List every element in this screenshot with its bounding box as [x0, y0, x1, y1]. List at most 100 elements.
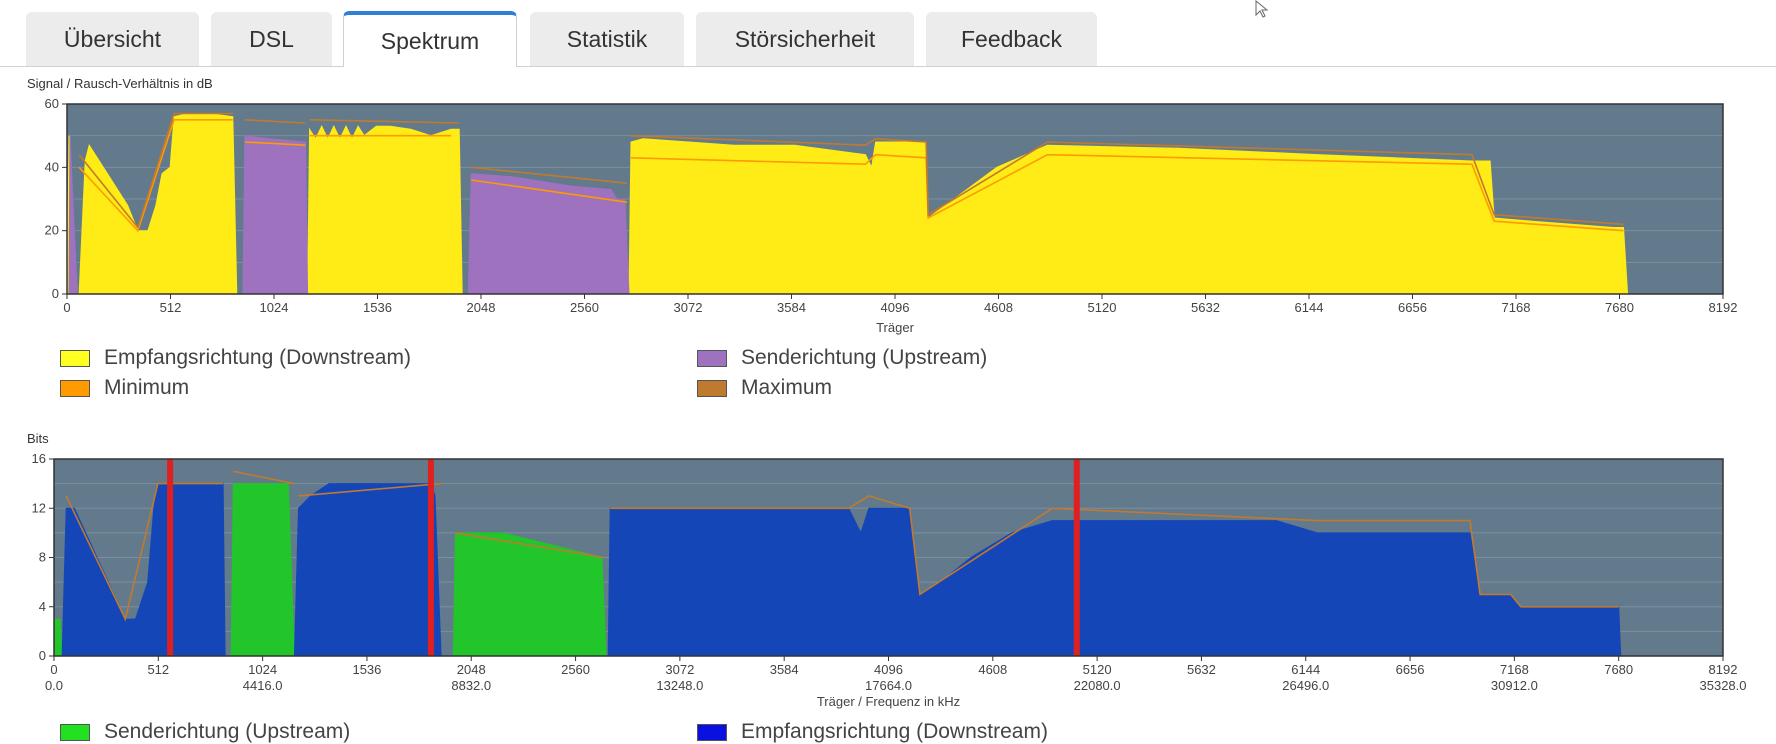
tab-stoersicherheit[interactable]: Störsicherheit: [696, 12, 914, 66]
series-area: [307, 125, 463, 295]
x-tick-label: 8192: [1709, 300, 1738, 315]
x-freq-label: 35328.0: [1700, 678, 1747, 693]
mouse-cursor-icon: [1255, 0, 1269, 18]
series-line: [309, 119, 460, 124]
x-tick-label: 0: [50, 662, 57, 677]
series-line: [78, 112, 233, 230]
x-tick-label: 512: [160, 300, 182, 315]
legend-label: Maximum: [741, 376, 833, 399]
y-tick-label: 0: [52, 286, 59, 301]
marker-line: [427, 459, 434, 656]
series-line: [455, 532, 605, 559]
tab-dsl[interactable]: DSL: [211, 12, 332, 66]
x-tick-label: 5632: [1187, 662, 1216, 677]
bits-chart-title: Bits: [27, 431, 49, 446]
legend-label: Minimum: [104, 376, 190, 399]
marker-line: [1073, 459, 1080, 656]
x-tick-label: 6656: [1396, 662, 1425, 677]
tab-feedback[interactable]: Feedback: [926, 12, 1097, 66]
x-tick-label: 5120: [1083, 662, 1112, 677]
x-tick-label: 7168: [1502, 300, 1531, 315]
legend-swatch-upstream: [60, 723, 90, 741]
x-tick-label: 6144: [1291, 662, 1320, 677]
x-freq-label: 30912.0: [1491, 678, 1538, 693]
x-tick-label: 2048: [457, 662, 486, 677]
x-freq-label: 22080.0: [1074, 678, 1121, 693]
x-axis-label: Träger: [876, 320, 914, 335]
x-tick-label: 2560: [570, 300, 599, 315]
series-line: [610, 495, 1619, 608]
x-tick-label: 1536: [363, 300, 392, 315]
x-tick-label: 5120: [1088, 300, 1117, 315]
x-freq-label: 4416.0: [243, 678, 283, 693]
x-tick-label: 3584: [770, 662, 799, 677]
series-line: [78, 119, 233, 233]
legend-bits-downstream[interactable]: Empfangsrichtung (Downstream): [697, 720, 1048, 744]
series-line: [471, 179, 628, 203]
tab-uebersicht[interactable]: Übersicht: [26, 12, 199, 66]
legend-label: Empfangsrichtung (Downstream): [741, 720, 1048, 743]
x-tick-label: 4096: [881, 300, 910, 315]
x-tick-label: 7680: [1604, 662, 1633, 677]
x-tick-label: 6656: [1398, 300, 1427, 315]
series-line: [244, 119, 306, 124]
x-tick-label: 3584: [777, 300, 806, 315]
x-tick-label: 1536: [352, 662, 381, 677]
legend-swatch-downstream: [60, 349, 90, 367]
marker-line: [167, 459, 174, 656]
x-tick-label: 1024: [260, 300, 289, 315]
legend-bits-upstream[interactable]: Senderichtung (Upstream): [60, 720, 350, 744]
legend-swatch-minimum: [60, 379, 90, 397]
y-tick-label: 8: [39, 550, 46, 565]
series-line: [244, 141, 306, 146]
series-area: [628, 138, 1629, 295]
x-freq-label: 17664.0: [865, 678, 912, 693]
legend-snr-minimum[interactable]: Minimum: [60, 376, 189, 400]
y-tick-label: 12: [32, 500, 46, 515]
x-tick-label: 512: [147, 662, 169, 677]
y-tick-label: 60: [45, 96, 59, 111]
x-tick-label: 7680: [1605, 300, 1634, 315]
x-tick-label: 2560: [561, 662, 590, 677]
tab-statistik[interactable]: Statistik: [530, 12, 684, 66]
legend-snr-upstream[interactable]: Senderichtung (Upstream): [697, 346, 987, 370]
x-freq-label: 26496.0: [1282, 678, 1329, 693]
snr-chart: 0 20 40 60 0 512 1024 1536 2048 2560 3072 3584 4096 4…: [45, 96, 1738, 335]
x-tick-label: 7168: [1500, 662, 1529, 677]
x-tick-label: 3072: [665, 662, 694, 677]
x-tick-label: 4096: [874, 662, 903, 677]
legend-snr-downstream[interactable]: Empfangsrichtung (Downstream): [60, 346, 411, 370]
series-area: [467, 173, 630, 295]
legend-snr-maximum[interactable]: Maximum: [697, 376, 832, 400]
x-tick-label: 5632: [1191, 300, 1220, 315]
y-tick-label: 4: [39, 599, 46, 614]
series-line: [65, 482, 224, 622]
y-tick-label: 20: [45, 223, 59, 238]
x-tick-label: 6144: [1295, 300, 1324, 315]
x-tick-label: 2048: [467, 300, 496, 315]
x-tick-label: 1024: [248, 662, 277, 677]
x-tick-label: 3072: [674, 300, 703, 315]
series-area: [53, 618, 63, 657]
x-freq-label: 0.0: [45, 678, 63, 693]
tab-bar: Übersicht DSL Spektrum Statistik Störsic…: [0, 0, 1776, 67]
tab-spektrum[interactable]: Spektrum: [343, 11, 517, 67]
x-tick-label: 0: [63, 300, 70, 315]
series-line: [630, 153, 1624, 232]
x-tick-label: 8192: [1709, 662, 1738, 677]
legend-label: Senderichtung (Upstream): [741, 346, 988, 369]
snr-chart-title: Signal / Rausch-Verhältnis in dB: [27, 76, 213, 91]
legend-label: Empfangsrichtung (Downstream): [104, 346, 411, 369]
x-tick-label: 4608: [984, 300, 1013, 315]
series-area: [230, 483, 295, 657]
series-line: [471, 166, 628, 184]
series-area: [293, 483, 442, 657]
legend-swatch-maximum: [697, 379, 727, 397]
series-line: [298, 482, 442, 497]
x-axis-label: Träger / Frequenz in kHz: [817, 694, 960, 709]
legend-swatch-downstream: [697, 723, 727, 741]
y-tick-label: 40: [45, 159, 59, 174]
x-freq-label: 8832.0: [451, 678, 491, 693]
x-tick-label: 4608: [978, 662, 1007, 677]
